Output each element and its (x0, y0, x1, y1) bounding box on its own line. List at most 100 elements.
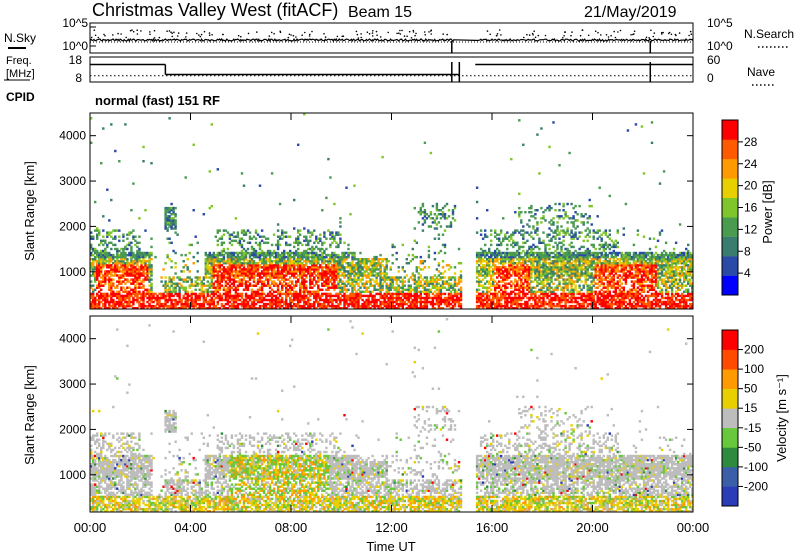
power-cell (112, 268, 115, 271)
power-cell (520, 302, 523, 306)
power-cell (122, 270, 125, 273)
power-cell (477, 278, 481, 281)
power-cell (327, 262, 330, 265)
power-cell (96, 233, 99, 236)
power-cell (305, 264, 308, 267)
power-cell (516, 268, 519, 271)
power-cell (536, 260, 539, 263)
power-cell (475, 270, 479, 273)
power-cell (216, 270, 220, 273)
power-cell (524, 211, 527, 214)
power-cell (208, 286, 212, 289)
power-cell (540, 270, 543, 273)
power-cell (260, 272, 264, 275)
power-cell (437, 307, 441, 310)
power-cell (210, 262, 214, 265)
power-cell (339, 237, 342, 240)
power-cell (343, 304, 346, 308)
power-cell (256, 253, 260, 257)
power-cell (250, 264, 254, 267)
power-cell (550, 286, 553, 289)
power-cell (353, 304, 356, 308)
power-cell (323, 260, 326, 263)
power-cell (204, 270, 208, 273)
power-cell (349, 270, 352, 273)
power-cell (258, 258, 262, 261)
power-cell (508, 274, 511, 277)
power-cell (341, 260, 344, 263)
power-cell (92, 247, 95, 251)
power-cell (254, 253, 258, 257)
power-cell (230, 274, 234, 277)
power-cell (254, 307, 258, 310)
power-cell (212, 264, 216, 267)
power-cell (355, 278, 358, 281)
power-cell (236, 231, 240, 234)
noise-point (667, 32, 670, 35)
power-cell (337, 274, 340, 277)
power-cell (492, 262, 495, 265)
power-cell (321, 241, 324, 245)
power-cell (506, 272, 509, 275)
power-cell (110, 304, 113, 308)
power-cell (126, 243, 129, 247)
power-cell (188, 251, 191, 255)
power-cell (351, 298, 354, 302)
power-cell (250, 270, 254, 273)
freq-trace (90, 62, 693, 82)
power-cell (178, 286, 181, 289)
power-cell (369, 292, 372, 296)
power-cell (552, 231, 555, 234)
power-cell (268, 304, 272, 308)
power-cell (100, 276, 103, 279)
power-cell (516, 229, 519, 232)
power-cell (361, 304, 364, 308)
power-cell (542, 215, 545, 218)
noise-point (287, 36, 290, 39)
power-cell (524, 304, 527, 308)
power-cell (216, 284, 220, 287)
power-cell (321, 274, 324, 277)
power-cell (490, 288, 493, 292)
power-cell (258, 278, 262, 281)
power-cell (270, 300, 274, 304)
power-cell (206, 260, 210, 263)
power-cell (413, 302, 417, 306)
power-cell (130, 262, 133, 265)
noise-panel: 10^5 10^0 10^5 10^0 (62, 16, 733, 54)
power-cell (391, 243, 394, 247)
power-cell (447, 294, 451, 298)
power-cell (116, 258, 119, 261)
power-cell (246, 294, 250, 298)
power-cell (110, 247, 113, 251)
power-cell (548, 288, 551, 292)
power-cell (361, 302, 364, 306)
power-cell (550, 280, 553, 283)
power-cell (202, 290, 206, 294)
power-cell (305, 276, 308, 279)
power-cell (146, 260, 149, 263)
power-cell (262, 241, 266, 245)
power-cell (234, 276, 238, 279)
power-cell (357, 260, 360, 263)
power-cell (441, 284, 445, 287)
power-cell (160, 294, 163, 298)
power-cell (413, 298, 417, 302)
power-cell (158, 298, 161, 302)
power-cell (528, 276, 531, 279)
power-cell (124, 247, 127, 251)
power-cell (530, 270, 533, 273)
power-cell (413, 290, 417, 294)
power-cell (385, 258, 388, 261)
power-cell (116, 253, 119, 257)
power-cell (313, 266, 316, 269)
power-cell (500, 280, 503, 283)
power-cell (425, 280, 429, 283)
power-cell (550, 298, 553, 302)
power-cell (431, 300, 435, 304)
power-cell (100, 262, 103, 265)
power-cell (516, 280, 519, 283)
power-cell (500, 288, 503, 292)
noise-point (564, 31, 566, 33)
power-cell (248, 266, 252, 269)
